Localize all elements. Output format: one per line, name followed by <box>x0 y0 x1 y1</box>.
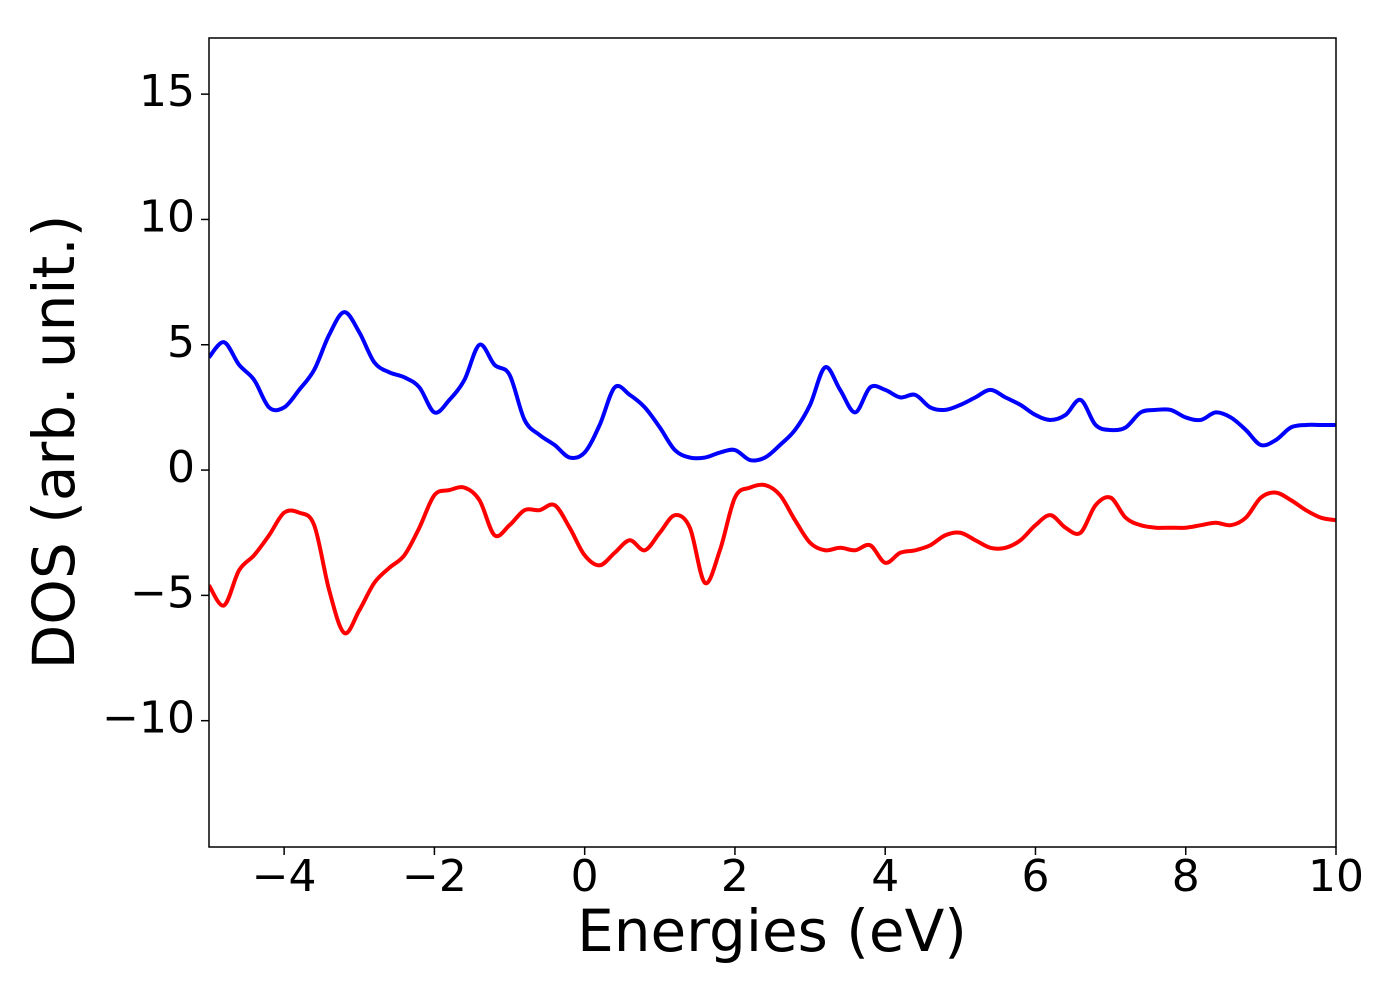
y-tick-label: −5 <box>130 567 195 618</box>
data-line <box>209 310 1336 463</box>
x-tick-label: 4 <box>871 851 899 902</box>
y-tick-label: −10 <box>102 693 195 744</box>
y-tick-label: 10 <box>139 191 195 242</box>
x-tick-label: 10 <box>1308 851 1364 902</box>
y-tick-label: 15 <box>139 66 195 117</box>
x-tick-label: 8 <box>1172 851 1200 902</box>
y-tick-label: 5 <box>167 317 195 368</box>
x-tick-label: 2 <box>721 851 749 902</box>
plot-frame <box>208 37 1337 848</box>
y-axis-label: DOS (arb. unit.) <box>20 215 88 670</box>
x-tick-label: 6 <box>1021 851 1049 902</box>
x-tick-label: −2 <box>402 851 467 902</box>
x-tick-label: 0 <box>571 851 599 902</box>
x-tick-label: −4 <box>252 851 317 902</box>
y-tick-label: 0 <box>167 442 195 493</box>
data-line <box>209 482 1336 636</box>
x-axis-label: Energies (eV) <box>577 897 967 965</box>
